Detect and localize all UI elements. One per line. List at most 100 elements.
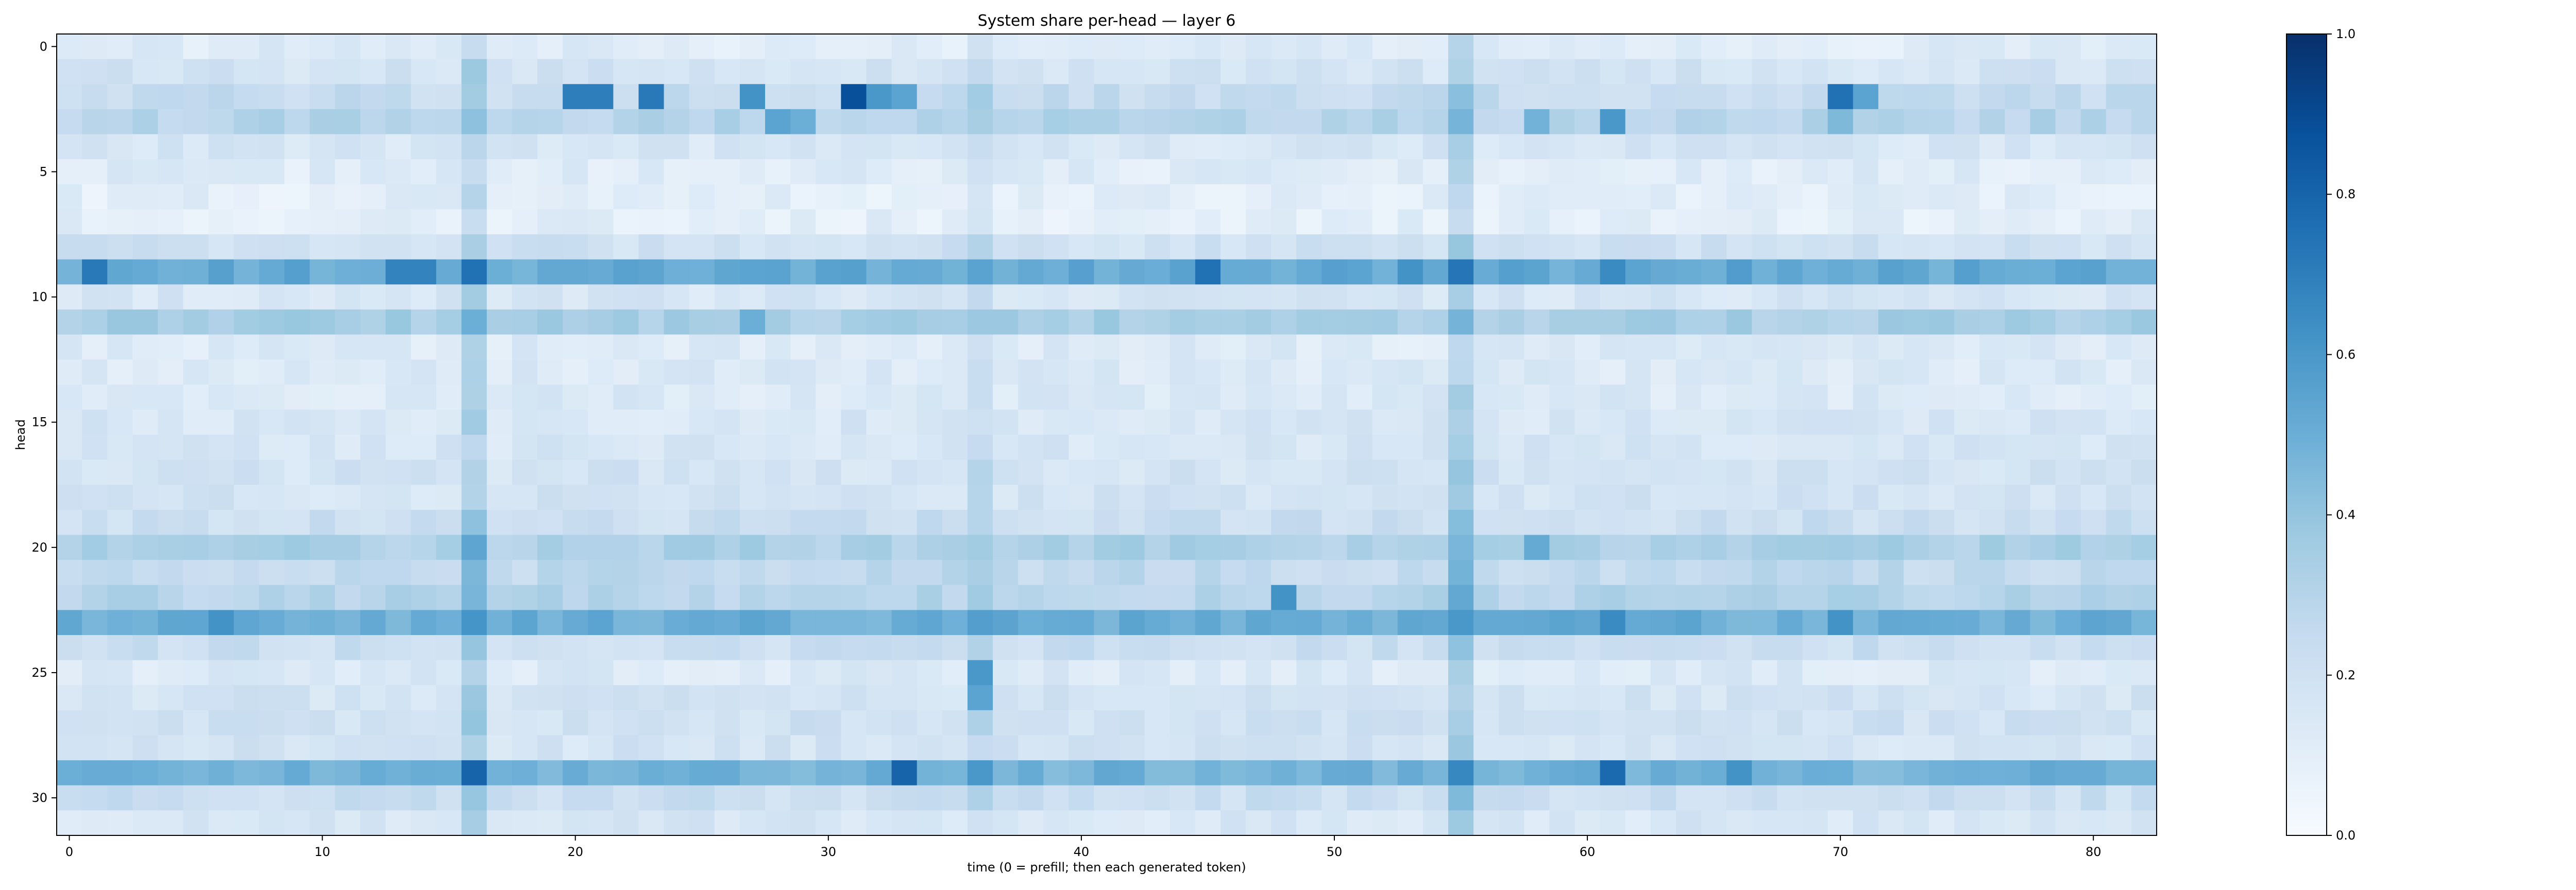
heatmap-cell <box>208 660 234 686</box>
heatmap-cell <box>1752 109 1777 135</box>
heatmap-cell <box>790 810 816 836</box>
heatmap-cell <box>1422 785 1449 811</box>
heatmap-cell <box>1979 585 2005 610</box>
heatmap-cell <box>714 459 740 485</box>
heatmap-cell <box>1220 360 1246 385</box>
heatmap-cell <box>1625 585 1651 610</box>
heatmap-cell <box>461 660 487 686</box>
heatmap-cell <box>1422 209 1449 235</box>
heatmap-cell <box>1321 660 1348 686</box>
heatmap-cell <box>411 309 437 335</box>
heatmap-cell <box>1726 309 1752 335</box>
heatmap-cell <box>1094 535 1120 560</box>
heatmap-cell <box>588 760 614 786</box>
heatmap-cell <box>1777 710 1803 736</box>
heatmap-cell <box>1220 59 1246 84</box>
heatmap-cell <box>1549 635 1575 661</box>
heatmap-cell <box>1777 610 1803 636</box>
heatmap-cell <box>664 585 690 610</box>
heatmap-cell <box>816 509 841 536</box>
heatmap-cell <box>714 435 740 460</box>
heatmap-cell <box>158 685 184 711</box>
heatmap-cell <box>739 209 766 235</box>
heatmap-cell <box>1777 234 1803 260</box>
heatmap-cell <box>1929 509 1955 536</box>
heatmap-cell <box>284 309 310 335</box>
heatmap-cell <box>1296 560 1323 586</box>
heatmap-cell <box>1144 159 1171 185</box>
heatmap-cell <box>1600 685 1626 711</box>
heatmap-cell <box>1903 84 1929 110</box>
heatmap-cell <box>1524 459 1550 485</box>
heatmap-cell <box>335 485 361 510</box>
heatmap-cell <box>1499 409 1524 435</box>
heatmap-cell <box>1827 84 1854 110</box>
heatmap-cell <box>1018 384 1044 410</box>
heatmap-cell <box>1574 84 1601 110</box>
heatmap-cell <box>132 409 159 435</box>
heatmap-cell <box>816 209 841 235</box>
heatmap-cell <box>284 735 310 761</box>
heatmap-cell <box>739 409 766 435</box>
heatmap-cell <box>183 209 209 235</box>
heatmap-cell <box>107 610 133 636</box>
heatmap-cell <box>1777 384 1803 410</box>
heatmap-cell <box>1726 735 1752 761</box>
heatmap-cell <box>1220 134 1246 160</box>
heatmap-cell <box>1220 259 1246 285</box>
heatmap-cell <box>1878 810 1904 836</box>
heatmap-cell <box>537 360 563 385</box>
heatmap-cell <box>1777 84 1803 110</box>
heatmap-cell <box>512 84 538 110</box>
heatmap-cell <box>1372 610 1398 636</box>
heatmap-cell <box>57 710 82 736</box>
heatmap-cell <box>183 435 209 460</box>
heatmap-cell <box>1777 259 1803 285</box>
heatmap-cell <box>1752 710 1777 736</box>
heatmap-cell <box>1802 735 1828 761</box>
heatmap-cell <box>1524 585 1550 610</box>
heatmap-cell <box>1473 209 1499 235</box>
heatmap-cell <box>917 234 943 260</box>
heatmap-cell <box>1018 259 1044 285</box>
heatmap-cell <box>689 234 715 260</box>
heatmap-cell <box>1675 760 1702 786</box>
heatmap-cell <box>158 384 184 410</box>
heatmap-cell <box>2106 585 2132 610</box>
heatmap-cell <box>360 610 386 636</box>
heatmap-cell <box>461 234 487 260</box>
heatmap-cell <box>638 735 665 761</box>
heatmap-cell <box>714 309 740 335</box>
heatmap-cell <box>512 635 538 661</box>
heatmap-cell <box>436 360 462 385</box>
heatmap-cell <box>1043 184 1069 210</box>
heatmap-cell <box>1979 660 2005 686</box>
heatmap-cell <box>2005 184 2031 210</box>
heatmap-cell <box>993 284 1019 310</box>
heatmap-cell <box>866 284 892 310</box>
heatmap-cell <box>512 284 538 310</box>
heatmap-cell <box>107 409 133 435</box>
colorbar-tick-label: 1.0 <box>2336 27 2355 41</box>
heatmap-cell <box>1397 109 1423 135</box>
heatmap-cell <box>1625 735 1651 761</box>
heatmap-cell <box>335 660 361 686</box>
heatmap-cell <box>1397 184 1423 210</box>
heatmap-cell <box>1903 660 1929 686</box>
heatmap-cell <box>1296 810 1323 836</box>
heatmap-cell <box>1094 84 1120 110</box>
heatmap-cell <box>57 184 82 210</box>
heatmap-cell <box>1802 710 1828 736</box>
heatmap-cell <box>284 159 310 185</box>
heatmap-cell <box>689 459 715 485</box>
heatmap-cell <box>1170 535 1196 560</box>
heatmap-cell <box>841 84 867 110</box>
heatmap-cell <box>2005 685 2031 711</box>
heatmap-cell <box>1574 560 1601 586</box>
heatmap-cell <box>1777 284 1803 310</box>
heatmap-cell <box>1271 560 1297 586</box>
heatmap-cell <box>866 34 892 60</box>
heatmap-cell <box>1448 134 1474 160</box>
heatmap-cell <box>1195 59 1221 84</box>
heatmap-cell <box>1043 710 1069 736</box>
